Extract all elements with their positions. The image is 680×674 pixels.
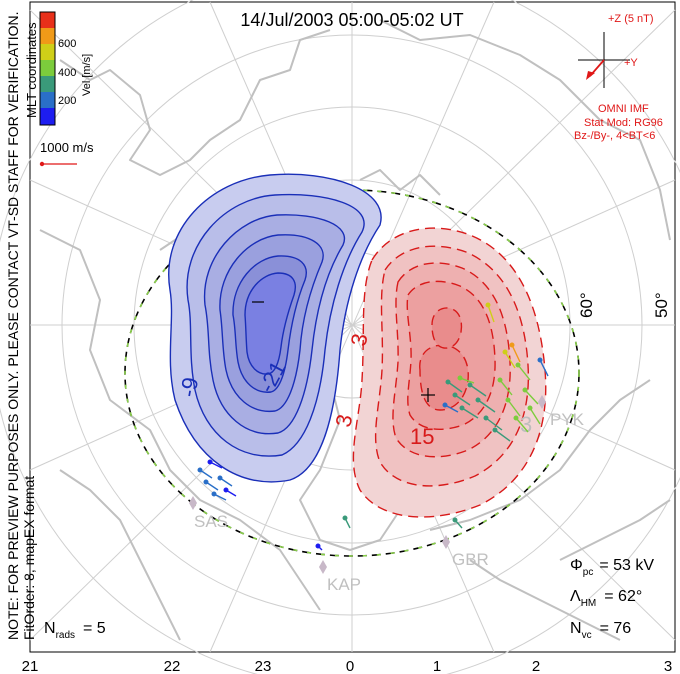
station-label-kap: KAP	[327, 575, 361, 594]
reference-vector-label: 1000 m/s	[40, 140, 94, 155]
stat-phi: Φpc = 53 kV	[570, 557, 654, 578]
stats-panel: Φpc = 53 kV ΛHM = 62° Nvc = 76 Nrads = 5	[44, 557, 654, 641]
contour-label-extra-3: 3	[520, 412, 532, 437]
contour-label-pos-3b: 3	[330, 412, 357, 429]
station-labels: SAS KAP GBR PYK	[194, 410, 585, 594]
contour-label-pos-3a: 3	[346, 332, 373, 348]
mlt-tick-0: 0	[346, 658, 354, 674]
station-label-gbr: GBR	[452, 550, 489, 569]
side-note: NOTE: FOR PREVIEW PURPOSES ONLY. PLEASE …	[5, 11, 21, 640]
coords-label: MLT coordinates	[24, 22, 39, 118]
imf-model-2: Bz-/By-, 4<BT<6	[574, 130, 655, 142]
contour-label-neg-9: -9	[175, 375, 203, 399]
imf-z-label: +Z (5 nT)	[608, 13, 654, 25]
mlt-tick-21: 21	[22, 658, 39, 674]
station-label-sas: SAS	[194, 512, 228, 531]
colorbar: 600 400 200 Vel [m/s]	[39, 11, 93, 126]
imf-panel: +Z (5 nT) +Y OMNI IMF Stat Mod: RG96 Bz-…	[574, 13, 663, 142]
colorbar-tick-200: 200	[58, 95, 76, 107]
colorbar-label: Vel [m/s]	[81, 54, 93, 96]
lat-label-50: 50°	[652, 292, 671, 318]
stat-nrads: Nrads = 5	[44, 620, 106, 641]
station-label-pyk: PYK	[550, 410, 585, 429]
imf-model-1: Stat Mod: RG96	[584, 117, 663, 129]
lat-label-60: 60°	[577, 292, 596, 318]
page-title: 14/Jul/2003 05:00-05:02 UT	[240, 10, 463, 30]
station-kap-marker	[319, 560, 327, 574]
imf-y-label: +Y	[624, 57, 638, 69]
mlt-tick-22: 22	[164, 658, 181, 674]
station-markers	[186, 395, 546, 574]
vectors-dusk	[197, 459, 463, 551]
mlt-tick-1: 1	[433, 658, 441, 674]
stat-lambda: ΛHM = 62°	[570, 588, 642, 609]
station-gbr-marker	[442, 535, 450, 549]
stat-nvc: Nvc = 76	[570, 620, 631, 641]
coastlines	[39, 19, 671, 641]
mlt-tick-3: 3	[664, 658, 672, 674]
contour-label-pos-15: 15	[410, 424, 434, 449]
imf-source: OMNI IMF	[598, 103, 649, 115]
mlt-tick-2: 2	[532, 658, 540, 674]
station-pyk-marker	[538, 395, 546, 409]
vectors-dawn	[442, 302, 549, 442]
fit-order-note: FitOrder: 8, mapEX format	[21, 476, 37, 640]
negative-potential-cell	[168, 173, 382, 483]
colorbar-tick-400: 400	[58, 67, 76, 79]
colorbar-tick-600: 600	[58, 38, 76, 50]
reference-vector: 1000 m/s	[39, 140, 94, 167]
station-sas-marker	[186, 496, 200, 510]
positive-potential-cell	[352, 227, 547, 518]
mlt-tick-23: 23	[255, 658, 272, 674]
mlt-axis: 21 22 23 0 1 2 3	[22, 658, 673, 674]
